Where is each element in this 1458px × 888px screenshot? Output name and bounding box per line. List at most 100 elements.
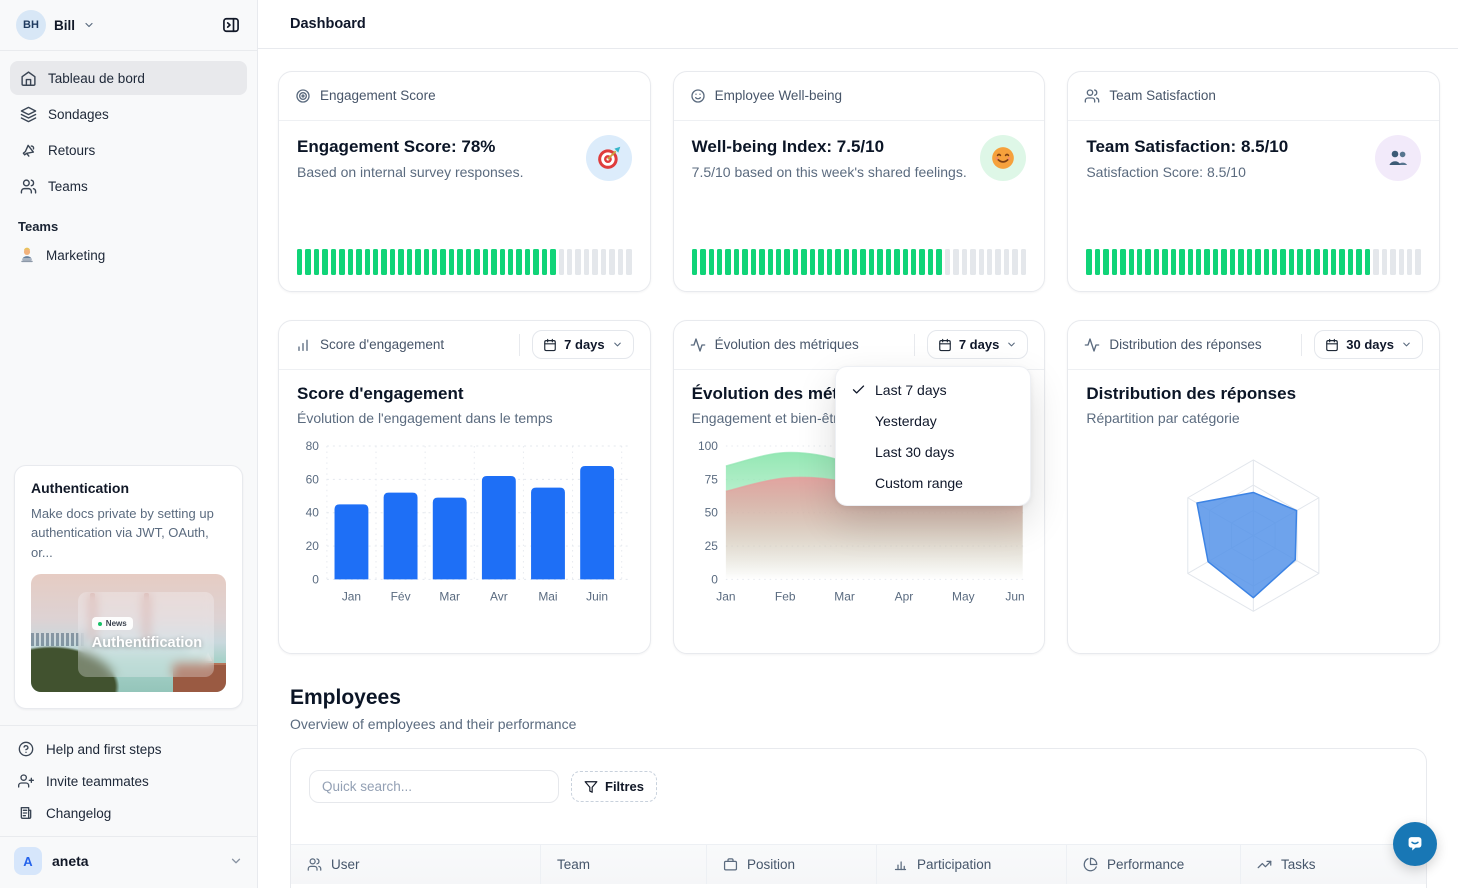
svg-text:Jan: Jan [342,589,361,603]
date-range-button[interactable]: 7 days [532,330,634,360]
chat-bubble-icon [1408,837,1422,851]
footer-item-label: Invite teammates [46,773,149,789]
divider [0,725,257,726]
bar-chart-icon [298,339,308,351]
stat-title: Well-being Index: 7.5/10 [691,136,885,156]
sidebar-item-label: Tableau de bord [48,70,145,86]
promo-image-caption: Authentification [91,635,203,652]
chart-subtitle: Évolution de l'engagement dans le temps [297,409,553,426]
dropdown-item-custom-range[interactable]: Custom range [875,474,963,491]
workspace-avatar: BH [16,10,46,40]
stat-card-row: Engagement Score Engagement Score: 78% B… [278,70,1440,292]
chevron-down-icon [85,22,93,28]
divider [913,333,915,356]
chart-subtitle: Répartition par catégorie [1086,409,1240,426]
range-dropdown-menu: Last 7 days Yesterday Last 30 days Custo… [835,366,1031,506]
calendar-icon [939,338,951,351]
sidebar-nav: Tableau de bord Sondages Retours Teams [0,51,257,203]
responses-radar-chart [1187,459,1320,612]
svg-text:Mai: Mai [538,589,557,603]
divider [519,333,521,356]
dropdown-item-yesterday[interactable]: Yesterday [875,412,937,429]
section-subtitle: Overview of employees and their performa… [290,716,577,732]
chat-widget-button[interactable] [1393,822,1437,866]
svg-text:Fév: Fév [391,589,411,603]
stat-card-satisfaction: Team Satisfaction Team Satisfaction: 8.5… [1067,70,1440,292]
chart-title: Distribution des réponses [1086,383,1297,403]
briefcase-icon [723,858,738,871]
stat-title: Team Satisfaction: 8.5/10 [1086,136,1289,156]
newspaper-icon [20,807,32,819]
column-header-tasks: Tasks [1241,845,1426,884]
sidebar-item-sondages[interactable]: Sondages [10,97,247,131]
promo-text: Make docs private by setting up authenti… [31,505,214,560]
help-circle-icon [18,741,34,757]
card-header-label: Engagement Score [320,88,436,104]
sidebar-footer: Help and first steps Invite teammates Ch… [0,725,257,888]
chart-subtitle: Engagement et bien-être [691,409,846,426]
activity-icon [690,338,705,352]
sidebar-item-marketing[interactable]: Marketing [0,240,257,270]
chart-title: Score d'engagement [297,383,464,403]
svg-text:100: 100 [698,439,718,453]
sidebar-collapse-button[interactable] [217,11,245,39]
svg-text:Juin: Juin [586,589,608,603]
content: Engagement Score Engagement Score: 78% B… [258,49,1458,888]
trending-up-icon [1257,860,1272,869]
smiling-face-emoji [980,134,1027,181]
sidebar-item-label: Teams [48,178,88,194]
sidebar-item-retours[interactable]: Retours [10,133,247,167]
filters-button[interactable]: Filtres [571,771,658,802]
table-toolbar: Filtres [291,749,1426,829]
column-header-user: User [291,845,541,884]
users-icon [20,178,37,194]
calendar-icon [1326,338,1339,351]
date-range-button[interactable]: 7 days [926,330,1029,360]
column-header-performance: Performance [1067,845,1241,884]
sidebar-item-teams[interactable]: Teams [10,169,247,203]
team-item-label: Marketing [46,247,106,263]
chevron-down-icon [613,342,621,347]
svg-text:0: 0 [711,572,718,586]
calendar-icon [544,338,557,351]
sidebar-item-invite[interactable]: Invite teammates [0,765,257,797]
user-name: aneta [52,853,89,869]
divider [1301,333,1303,356]
dropdown-item-last-30-days[interactable]: Last 30 days [875,443,955,460]
user-avatar: A [14,847,42,875]
user-plus-icon [18,774,34,788]
chart-card-responses-distribution: Distribution des réponses 30 days Distri… [1067,319,1440,654]
technologist-emoji [21,247,33,263]
promo-image-overlay: News Authentification [77,591,215,677]
user-menu[interactable]: A aneta [0,837,257,888]
workspace-name: Bill [54,17,76,33]
stat-subtitle: Based on internal survey responses. [297,163,524,180]
svg-text:Avr: Avr [490,589,508,603]
promo-image: News Authentification [31,574,226,692]
workspace-switcher[interactable]: BH Bill [12,6,99,44]
table-header-row: User Team Position Participation [291,844,1426,884]
layers-icon [20,106,37,122]
dropdown-item-last-7-days[interactable]: Last 7 days [836,374,1030,405]
date-range-button[interactable]: 30 days [1314,330,1423,360]
sidebar-item-help[interactable]: Help and first steps [0,733,257,765]
footer-item-label: Changelog [46,805,112,821]
search-input[interactable] [309,770,559,803]
topbar: Dashboard [258,0,1458,49]
stat-title: Engagement Score: 78% [297,136,496,156]
bar-chart-icon [894,861,907,871]
promo-card-authentication[interactable]: Authentication Make docs private by sett… [14,464,243,709]
svg-text:20: 20 [306,539,320,553]
date-range-label: 7 days [958,337,1000,353]
chart-card-engagement-score: Score d'engagement 7 days Score d'engage… [278,319,651,654]
progress-bar [297,248,632,275]
svg-text:80: 80 [306,439,320,453]
svg-text:60: 60 [306,472,320,486]
stat-subtitle: Satisfaction Score: 8.5/10 [1086,163,1246,180]
sidebar-item-changelog[interactable]: Changelog [0,797,257,829]
activity-icon [1084,338,1100,352]
sidebar-item-tableau-de-bord[interactable]: Tableau de bord [10,61,247,95]
card-header-label: Team Satisfaction [1109,88,1216,104]
chevron-down-icon [231,858,241,864]
card-header-label: Score d'engagement [320,337,445,353]
